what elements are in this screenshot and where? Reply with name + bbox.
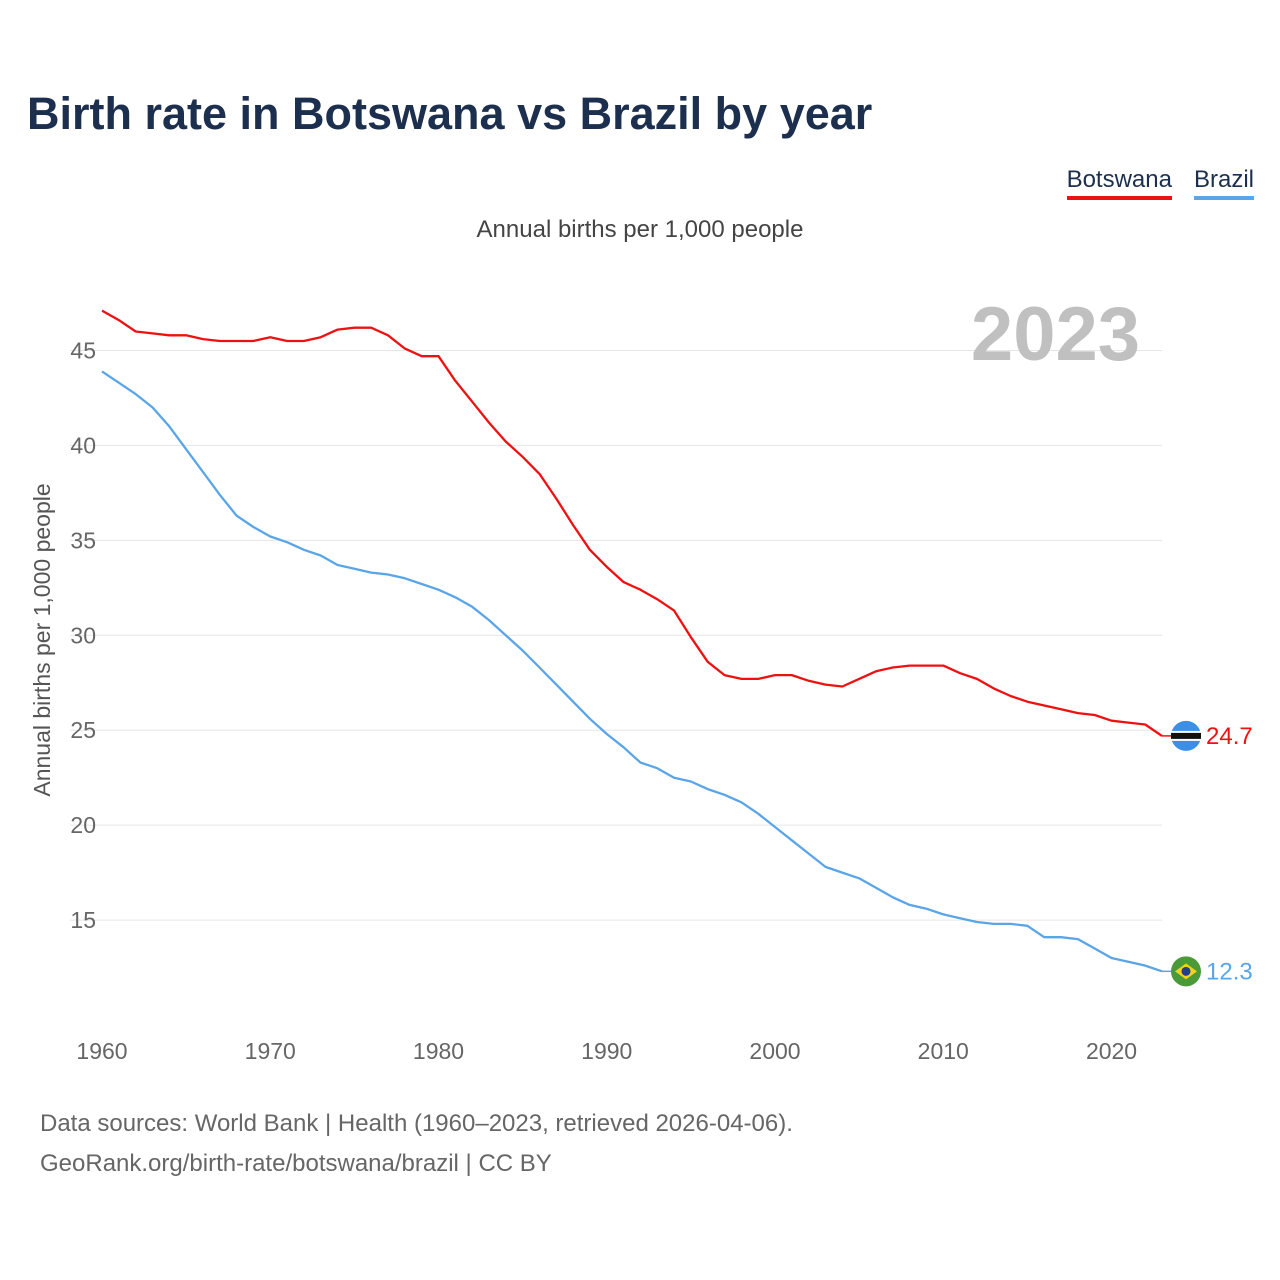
x-tick-label: 2020 [1086,1038,1137,1064]
x-axis-ticks: 1960 1970 1980 1990 2000 2010 2020 [76,1038,1137,1064]
series-line-botswana[interactable] [101,309,1163,737]
legend-item-botswana[interactable]: Botswana [1066,166,1172,200]
footer-link[interactable]: GeoRank.org/birth-rate/botswana/brazil |… [40,1150,552,1177]
y-axis-title: Annual births per 1,000 people [29,483,55,796]
series-line-brazil[interactable] [101,370,1163,973]
y-tick-label: 15 [70,907,96,933]
x-tick-label: 1990 [581,1038,632,1064]
flag-brazil-icon [1171,956,1201,987]
end-markers: 24.7 12.3 [1162,720,1253,987]
y-tick-label: 25 [70,717,96,743]
y-tick-label: 35 [70,527,96,553]
chart-title: Birth rate in Botswana vs Brazil by year [27,88,873,139]
flag-botswana-icon [1171,720,1201,751]
chart-subtitle: Annual births per 1,000 people [476,216,804,243]
footer: Data sources: World Bank | Health (1960–… [40,1104,793,1184]
y-tick-label: 40 [70,432,96,458]
x-tick-label: 1960 [76,1038,127,1064]
y-tick-label: 45 [70,337,96,363]
x-tick-label: 2000 [749,1038,800,1064]
grid-lines [70,349,1162,921]
line-chart: 2023 Annual births per 1,000 people 1960… [29,292,1253,1064]
x-tick-label: 2010 [918,1038,969,1064]
end-value-label-botswana: 24.7 [1206,723,1253,750]
y-axis-ticks: 15 20 25 30 35 40 45 [70,337,96,933]
y-tick-label: 30 [70,622,96,648]
x-tick-label: 1980 [413,1038,464,1064]
year-label: 2023 [971,292,1140,377]
legend: Botswana Brazil [1066,166,1254,200]
legend-item-brazil[interactable]: Brazil [1193,166,1254,200]
x-tick-label: 1970 [245,1038,296,1064]
series-lines [101,309,1163,973]
y-tick-label: 20 [70,812,96,838]
footer-source: Data sources: World Bank | Health (1960–… [40,1110,793,1137]
end-value-label-brazil: 12.3 [1206,958,1253,985]
